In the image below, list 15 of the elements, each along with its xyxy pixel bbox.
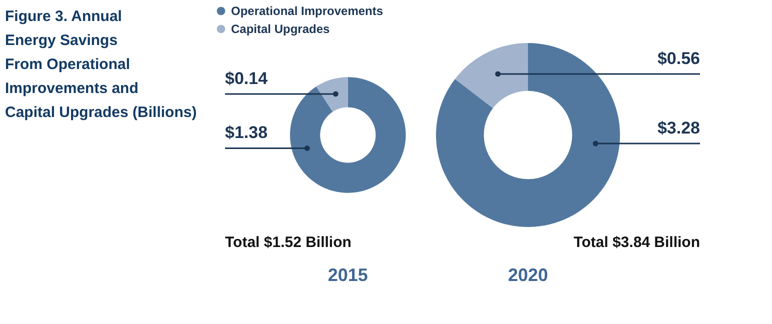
legend-label: Operational Improvements [231, 4, 384, 18]
donut-slice [455, 43, 528, 108]
text: 2020 [508, 265, 548, 285]
legend-label: Capital Upgrades [231, 22, 330, 36]
donut-slice [436, 43, 620, 227]
text: 2015 [328, 265, 368, 285]
data-label: $1.38 [225, 123, 268, 142]
data-label: $0.14 [225, 68, 268, 88]
text: Figure 3. Annual Energy Savings From Operational Improvements and Capital Upgrades (Billions) [5, 8, 197, 121]
data-label: $3.28 [657, 118, 700, 138]
donut-slice [290, 77, 406, 193]
data-label: $0.56 [657, 48, 700, 68]
donut-slice [316, 77, 348, 112]
text: Total $1.52 Billion [225, 234, 352, 251]
text: Total $3.84 Billion [574, 234, 700, 251]
